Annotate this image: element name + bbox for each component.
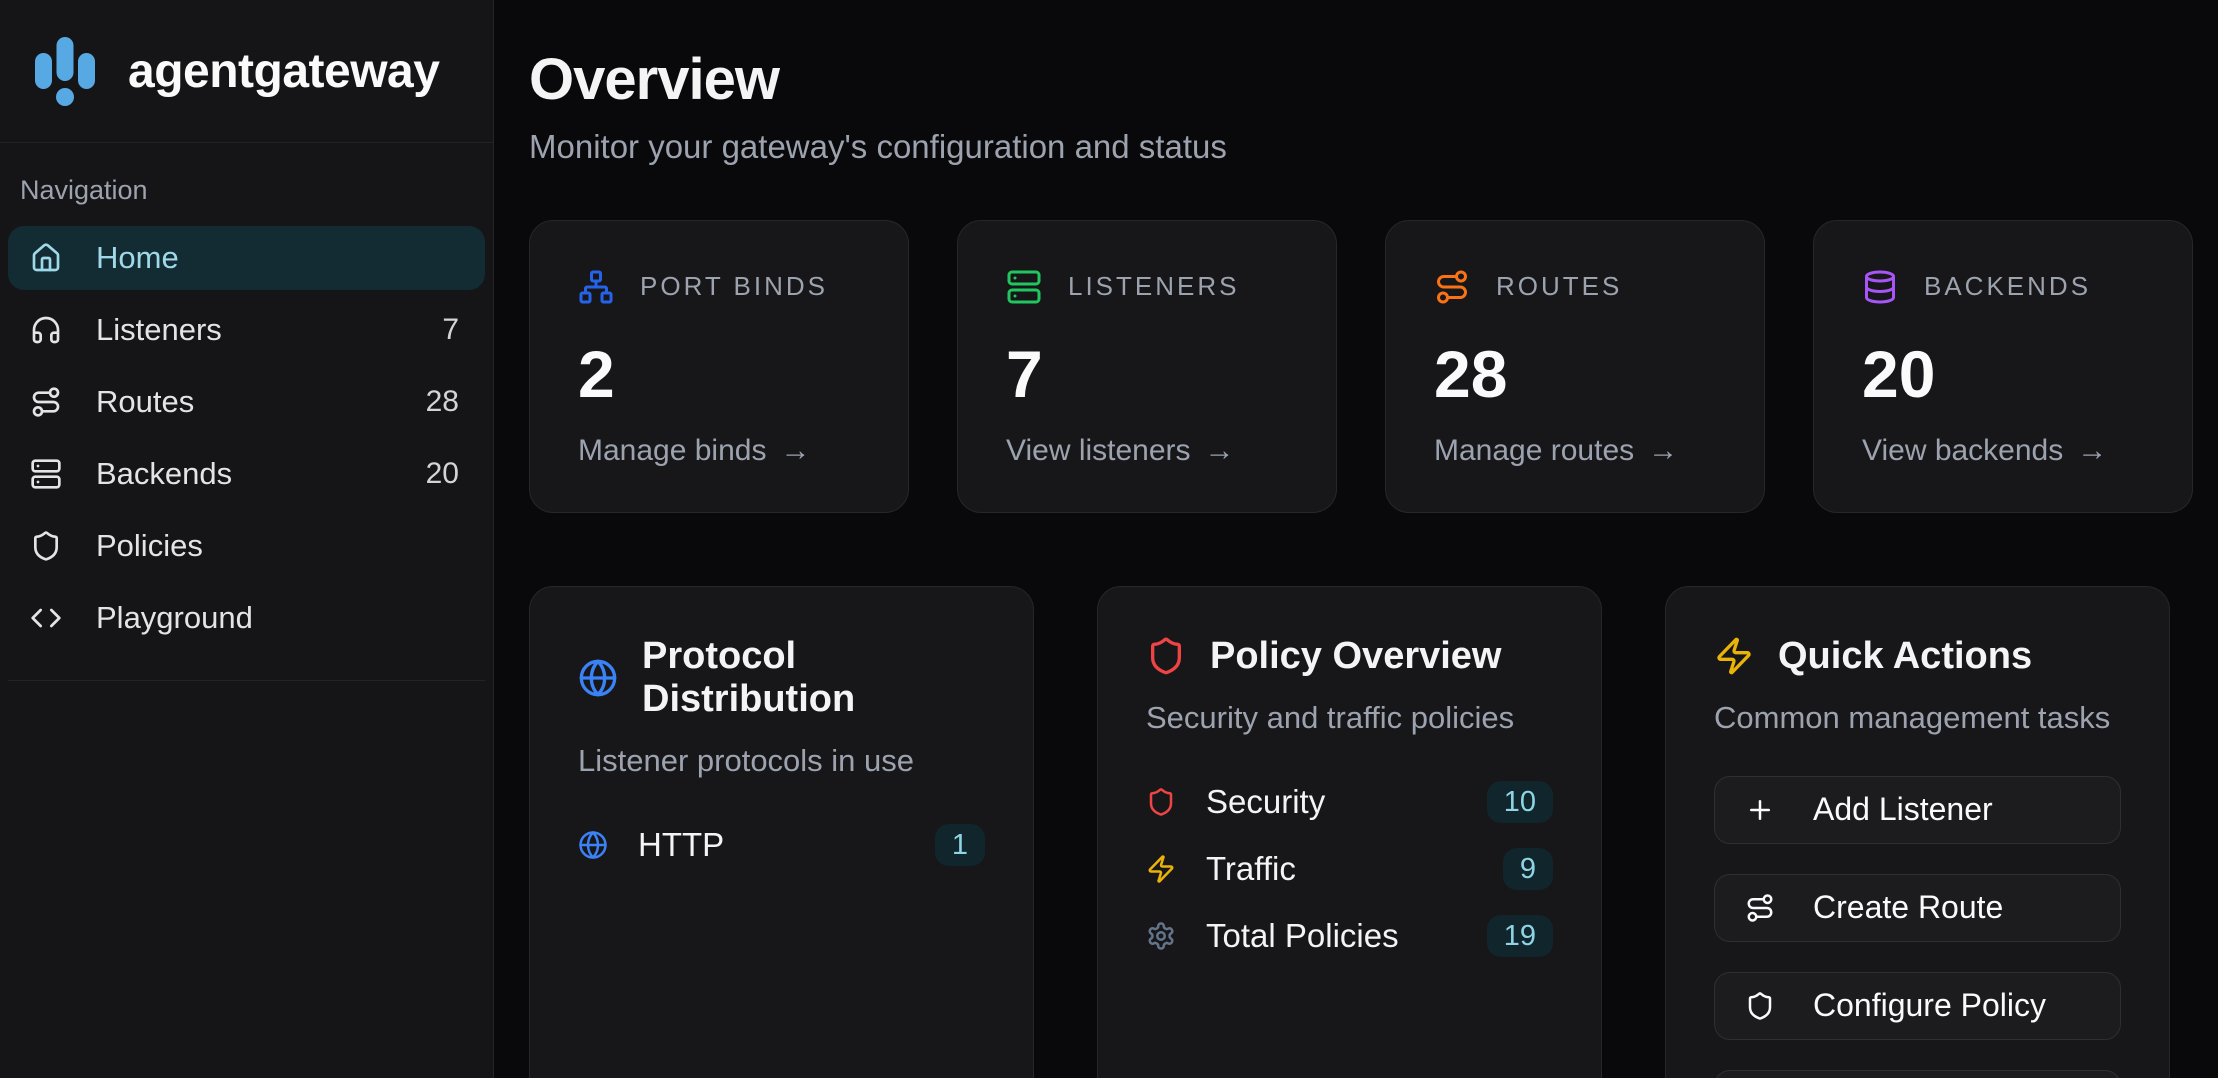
panel-title: Policy Overview bbox=[1210, 634, 1502, 677]
panel-subtitle: Common management tasks bbox=[1714, 699, 2111, 735]
arrow-right-icon: → bbox=[780, 433, 811, 467]
quick-action-button-partial[interactable] bbox=[1714, 1069, 2121, 1078]
panel-subtitle: Security and traffic policies bbox=[1146, 699, 1515, 735]
sidebar-item-listeners[interactable]: Listeners 7 bbox=[8, 298, 485, 362]
sidebar-item-playground[interactable]: Playground bbox=[8, 586, 485, 650]
sidebar-divider bbox=[8, 680, 485, 681]
stat-card-backends[interactable]: BACKENDS 20 View backends → bbox=[1813, 219, 2193, 513]
protocol-row-http: HTTP 1 bbox=[578, 823, 985, 866]
agentgateway-logo-icon bbox=[35, 37, 95, 106]
sidebar-item-label: Playground bbox=[96, 600, 253, 635]
count-badge: 9 bbox=[1502, 847, 1553, 890]
stat-value: 2 bbox=[578, 336, 615, 411]
policy-label: Total Policies bbox=[1206, 916, 1399, 954]
stat-value: 20 bbox=[1862, 336, 1936, 411]
sidebar-item-routes[interactable]: Routes 28 bbox=[8, 370, 485, 434]
arrow-right-icon: → bbox=[2077, 433, 2108, 467]
sidebar-item-home[interactable]: Home bbox=[8, 226, 485, 290]
sidebar: agentgateway Navigation Home Listeners 7… bbox=[0, 0, 494, 1078]
stat-label: ROUTES bbox=[1496, 271, 1623, 302]
stat-value: 7 bbox=[1006, 336, 1043, 411]
stat-label: LISTENERS bbox=[1068, 271, 1240, 302]
protocol-label: HTTP bbox=[638, 825, 725, 863]
globe-icon bbox=[578, 658, 618, 698]
shield-icon bbox=[1146, 636, 1186, 676]
server-icon bbox=[1006, 269, 1042, 305]
main-content: Overview Monitor your gateway's configur… bbox=[494, 0, 2218, 1078]
brand[interactable]: agentgateway bbox=[0, 0, 493, 143]
policy-label: Security bbox=[1206, 782, 1326, 820]
zap-icon bbox=[1146, 854, 1176, 884]
sidebar-item-label: Home bbox=[96, 240, 179, 275]
count-badge: 1 bbox=[934, 823, 985, 866]
arrow-right-icon: → bbox=[1204, 433, 1235, 467]
sidebar-item-label: Policies bbox=[96, 528, 203, 563]
panel-subtitle: Listener protocols in use bbox=[578, 742, 915, 778]
manage-routes-link[interactable]: Manage routes → bbox=[1434, 433, 1679, 467]
policy-row-total: Total Policies 19 bbox=[1146, 914, 1553, 957]
shield-icon bbox=[30, 530, 62, 562]
manage-binds-link[interactable]: Manage binds → bbox=[578, 433, 811, 467]
brand-name: agentgateway bbox=[128, 44, 440, 98]
globe-icon bbox=[578, 830, 608, 860]
headphones-icon bbox=[30, 314, 62, 346]
stat-label: BACKENDS bbox=[1924, 271, 2092, 302]
configure-policy-button[interactable]: Configure Policy bbox=[1714, 971, 2121, 1040]
stats-row: PORT BINDS 2 Manage binds → LISTENERS 7 … bbox=[529, 219, 2194, 513]
panel-title: Protocol Distribution bbox=[642, 634, 856, 720]
stat-card-port-binds[interactable]: PORT BINDS 2 Manage binds → bbox=[529, 219, 909, 513]
panels-row: Protocol Distribution Listener protocols… bbox=[529, 585, 2194, 1078]
route-icon bbox=[30, 386, 62, 418]
zap-icon bbox=[1714, 636, 1754, 676]
view-backends-link[interactable]: View backends → bbox=[1862, 433, 2108, 467]
stat-label: PORT BINDS bbox=[640, 271, 828, 302]
shield-icon bbox=[1745, 991, 1775, 1021]
policy-label: Traffic bbox=[1206, 849, 1296, 887]
policy-row-security: Security 10 bbox=[1146, 780, 1553, 823]
count-badge: 19 bbox=[1486, 914, 1553, 957]
page-title: Overview bbox=[529, 47, 780, 112]
sidebar-item-backends[interactable]: Backends 20 bbox=[8, 442, 485, 506]
shield-icon bbox=[1146, 787, 1176, 817]
home-icon bbox=[30, 242, 62, 274]
panel-title: Quick Actions bbox=[1778, 634, 2033, 677]
sidebar-item-count: 20 bbox=[425, 457, 459, 490]
sidebar-item-count: 7 bbox=[442, 313, 459, 346]
stat-card-routes[interactable]: ROUTES 28 Manage routes → bbox=[1385, 219, 1765, 513]
server-icon bbox=[30, 458, 62, 490]
page-subtitle: Monitor your gateway's configuration and… bbox=[529, 127, 1227, 165]
sidebar-item-label: Routes bbox=[96, 384, 195, 419]
view-listeners-link[interactable]: View listeners → bbox=[1006, 433, 1235, 467]
network-icon bbox=[578, 269, 614, 305]
policy-row-traffic: Traffic 9 bbox=[1146, 847, 1553, 890]
code-icon bbox=[30, 602, 62, 634]
sidebar-item-label: Backends bbox=[96, 456, 233, 491]
database-icon bbox=[1862, 269, 1898, 305]
sidebar-item-label: Listeners bbox=[96, 312, 222, 347]
create-route-button[interactable]: Create Route bbox=[1714, 873, 2121, 942]
sidebar-item-count: 28 bbox=[425, 385, 459, 418]
stat-card-listeners[interactable]: LISTENERS 7 View listeners → bbox=[957, 219, 1337, 513]
route-icon bbox=[1434, 269, 1470, 305]
arrow-right-icon: → bbox=[1648, 433, 1679, 467]
policy-overview-panel: Policy Overview Security and traffic pol… bbox=[1097, 585, 1602, 1078]
quick-actions-panel: Quick Actions Common management tasks Ad… bbox=[1665, 585, 2170, 1078]
stat-value: 28 bbox=[1434, 336, 1508, 411]
navigation: Navigation Home Listeners 7 Routes 28 Ba… bbox=[0, 143, 493, 681]
nav-section-label: Navigation bbox=[20, 175, 148, 205]
count-badge: 10 bbox=[1486, 780, 1553, 823]
settings-icon bbox=[1146, 921, 1176, 951]
add-listener-button[interactable]: Add Listener bbox=[1714, 775, 2121, 844]
route-icon bbox=[1745, 893, 1775, 923]
protocol-distribution-panel: Protocol Distribution Listener protocols… bbox=[529, 585, 1034, 1078]
sidebar-item-policies[interactable]: Policies bbox=[8, 514, 485, 578]
plus-icon bbox=[1745, 795, 1775, 825]
